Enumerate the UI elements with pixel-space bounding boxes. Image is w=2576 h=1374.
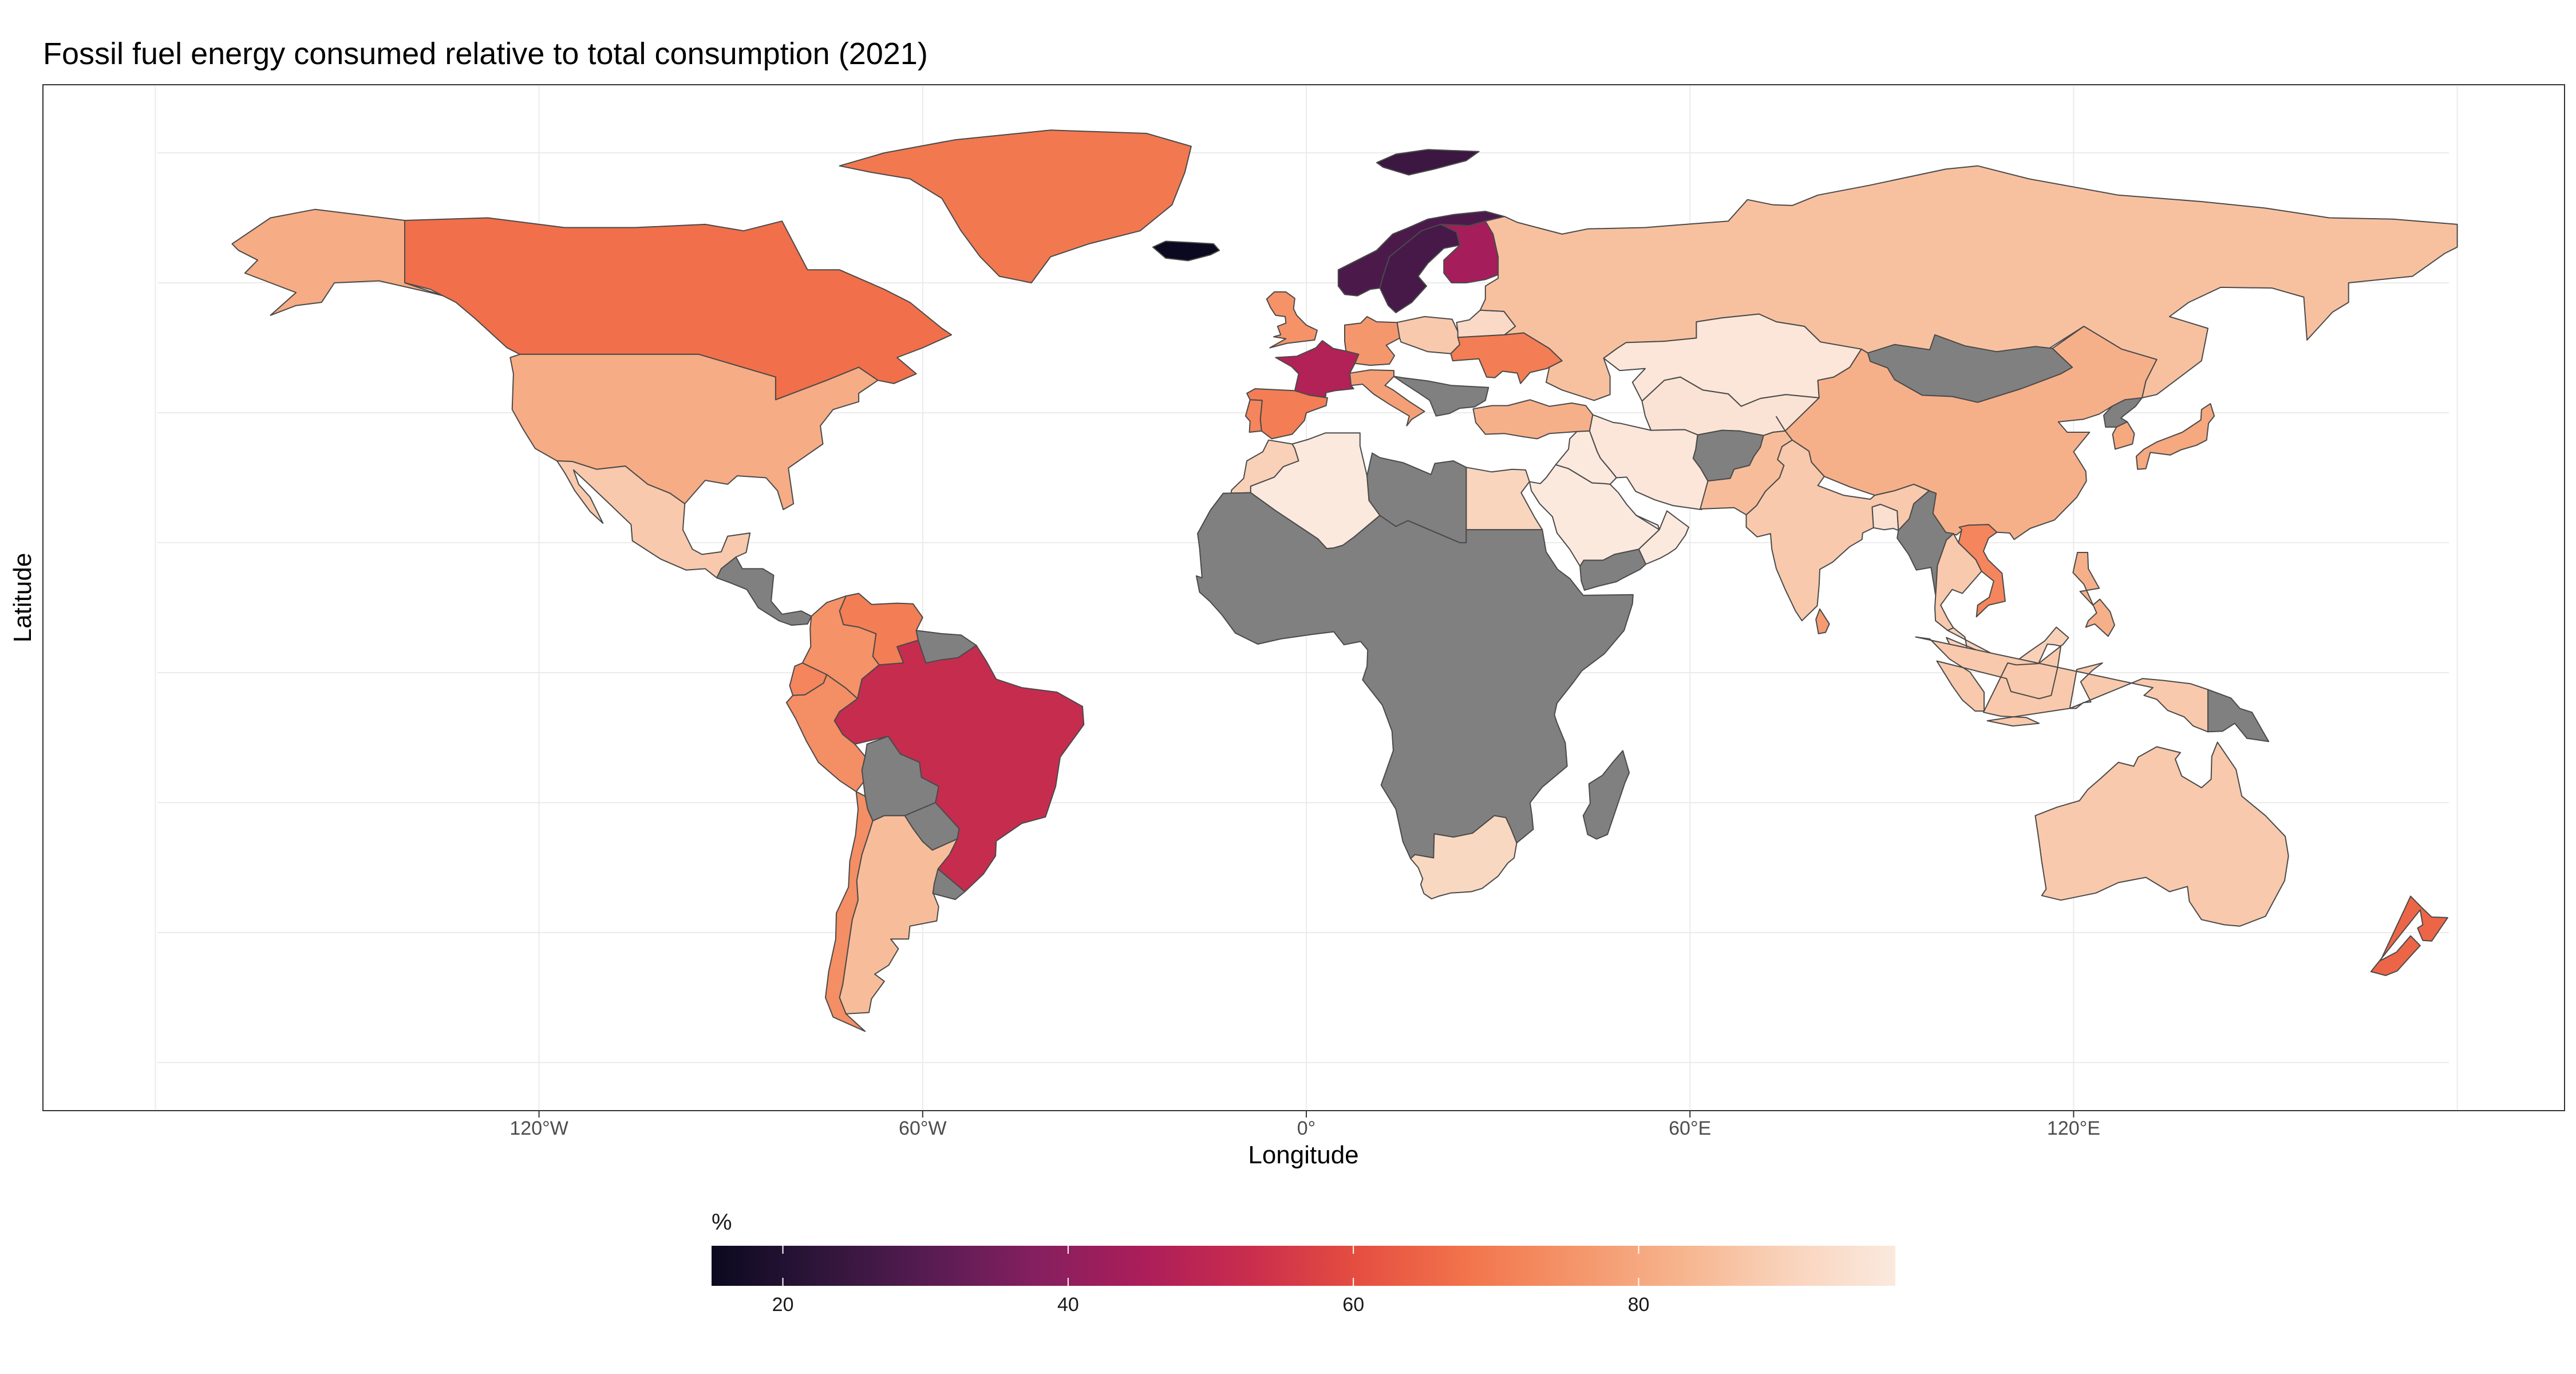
world-map	[231, 129, 2458, 1032]
region-thailand	[1934, 533, 1982, 631]
region-sri-lanka	[1815, 608, 1830, 634]
x-tick-label: 0°	[1297, 1118, 1316, 1139]
region-guianas	[915, 630, 977, 664]
region-sub-saharan-africa	[1195, 492, 1634, 859]
region-australia	[2034, 741, 2289, 927]
region-alaska-usa	[231, 208, 444, 316]
x-tick-label: 60°W	[899, 1118, 947, 1139]
region-south-africa	[1410, 815, 1518, 899]
region-svalbard	[1376, 149, 1480, 176]
legend-colorbar	[712, 1246, 1895, 1286]
x-axis-title: Longitude	[1248, 1141, 1358, 1169]
legend-tick-label: 20	[772, 1294, 794, 1316]
region-yemen	[1579, 548, 1647, 591]
region-peru	[785, 674, 866, 792]
region-uruguay	[932, 868, 966, 901]
region-papua-new-guinea	[2207, 689, 2270, 743]
region-italy	[1349, 369, 1425, 427]
region-argentina	[839, 815, 958, 1014]
legend-tick-label: 80	[1628, 1294, 1650, 1316]
region-portugal	[1244, 399, 1263, 433]
region-madagascar	[1582, 750, 1630, 840]
region-central-america	[716, 556, 812, 626]
legend: % 20 40 60 80	[712, 1210, 1895, 1316]
region-balkans	[1393, 376, 1490, 417]
legend-tick-label: 60	[1342, 1294, 1364, 1316]
region-bangladesh	[1871, 504, 1899, 531]
region-russia	[1479, 165, 2458, 401]
region-germany	[1344, 316, 1401, 366]
chart-title: Fossil fuel energy consumed relative to …	[43, 37, 928, 71]
x-axis: 120°W 60°W 0° 60°E 120°E	[509, 1111, 2100, 1139]
x-tick-label: 120°E	[2047, 1118, 2100, 1139]
legend-title: %	[712, 1210, 732, 1235]
region-vietnam	[1958, 524, 2006, 618]
region-united-kingdom	[1266, 291, 1318, 349]
region-japan	[2135, 403, 2215, 470]
region-sweden	[1379, 223, 1461, 314]
region-philippines	[2072, 552, 2115, 637]
legend-ticks: 20 40 60 80	[772, 1246, 1650, 1316]
legend-tick-label: 40	[1057, 1294, 1079, 1316]
region-greenland	[839, 129, 1192, 283]
region-south-korea	[2112, 421, 2135, 450]
region-india	[1745, 439, 1930, 622]
x-tick-label: 60°E	[1669, 1118, 1711, 1139]
y-axis-title: Latitude	[9, 553, 37, 643]
x-tick-label: 120°W	[509, 1118, 568, 1139]
region-new-zealand	[2370, 895, 2448, 976]
region-iceland	[1152, 240, 1220, 262]
